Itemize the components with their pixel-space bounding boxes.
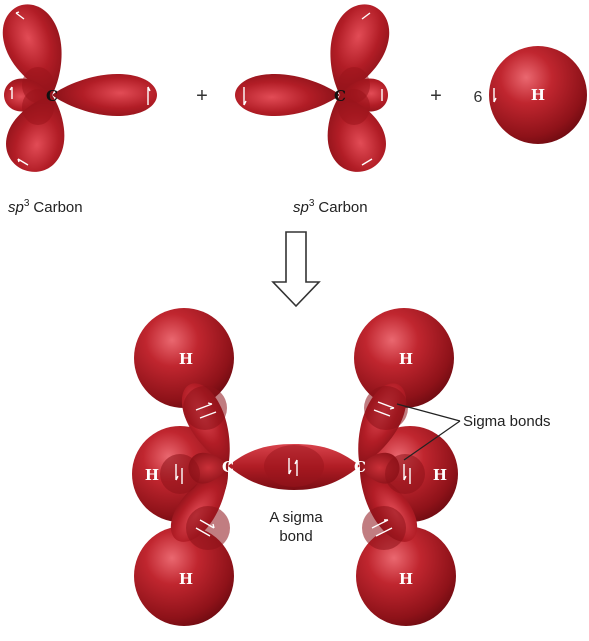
hydrogen-atom: H (356, 526, 456, 626)
plus-sign: + (196, 85, 208, 107)
hydrogen-label: H (399, 570, 413, 588)
hydrogen-count: 6 (474, 89, 483, 106)
reaction-arrow (271, 231, 321, 308)
orbital-lobe (235, 74, 340, 116)
sp-superscript: 3 (309, 198, 315, 209)
carbon-label: C (334, 87, 346, 105)
sigma-bonds-leader-lines (396, 403, 461, 461)
hydrogen-label: H (179, 350, 193, 368)
sp-prefix: sp (8, 199, 24, 216)
hydrogen-label: H (145, 466, 159, 484)
electron-arrows (9, 11, 151, 166)
electron-arrows (243, 12, 383, 166)
sp3-carbon-left: C (0, 0, 157, 180)
a-sigma-bond-label-line1: A sigma (269, 509, 323, 526)
carbon-label: C (354, 458, 366, 476)
hydrogen-atom: H (354, 308, 454, 408)
sp3-carbon-caption-right: sp3 Carbon (293, 198, 368, 216)
carbon-label: C (46, 87, 58, 105)
carbon-word: Carbon (318, 199, 367, 216)
hydrogen-atom: H (134, 526, 234, 626)
sp-prefix: sp (293, 199, 309, 216)
hydrogen-label: H (399, 350, 413, 368)
electron-arrow (493, 88, 497, 103)
sigma-bonds-label: Sigma bonds (463, 413, 551, 430)
carbon-word: Carbon (33, 199, 82, 216)
sp3-carbon-right: C (235, 0, 399, 180)
a-sigma-bond-label-line2: bond (279, 528, 312, 545)
plus-sign: + (430, 85, 442, 107)
carbon-label: C (222, 458, 234, 476)
ethane-molecule: H H H H H H (132, 308, 461, 626)
hydrogen-label: H (433, 466, 447, 484)
hydrogen-atom: H (489, 46, 587, 144)
electron-arrows (175, 401, 411, 537)
hydrogen-label: H (531, 86, 545, 104)
orbital-lobe (52, 74, 157, 116)
sp-superscript: 3 (24, 198, 30, 209)
sp3-carbon-caption-left: sp3 Carbon (8, 198, 83, 216)
hydrogen-atom: H (134, 308, 234, 408)
hydrogen-label: H (179, 570, 193, 588)
